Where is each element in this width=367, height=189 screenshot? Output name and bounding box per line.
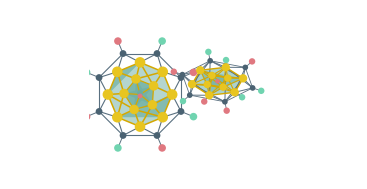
- Circle shape: [239, 74, 247, 83]
- Circle shape: [157, 112, 168, 122]
- Circle shape: [180, 98, 186, 104]
- Circle shape: [171, 69, 177, 75]
- Circle shape: [159, 37, 166, 45]
- Circle shape: [222, 99, 228, 105]
- Circle shape: [190, 69, 197, 76]
- Circle shape: [83, 69, 90, 76]
- Circle shape: [187, 92, 193, 98]
- Circle shape: [243, 65, 248, 70]
- Polygon shape: [117, 94, 172, 117]
- Circle shape: [224, 74, 232, 82]
- Circle shape: [129, 105, 139, 114]
- Polygon shape: [108, 62, 140, 94]
- Circle shape: [135, 121, 145, 132]
- Circle shape: [258, 88, 265, 94]
- Circle shape: [149, 81, 159, 91]
- Polygon shape: [124, 79, 154, 109]
- Circle shape: [103, 89, 113, 100]
- Circle shape: [249, 58, 255, 65]
- Circle shape: [222, 63, 230, 71]
- Circle shape: [208, 72, 216, 79]
- Circle shape: [83, 113, 90, 120]
- Circle shape: [250, 85, 255, 91]
- Circle shape: [201, 98, 207, 105]
- Circle shape: [112, 112, 123, 122]
- Polygon shape: [124, 79, 154, 109]
- Circle shape: [131, 74, 141, 84]
- Circle shape: [120, 132, 127, 139]
- Polygon shape: [207, 75, 228, 87]
- Circle shape: [120, 50, 127, 57]
- Circle shape: [223, 57, 229, 63]
- Polygon shape: [108, 62, 172, 127]
- Circle shape: [219, 83, 227, 91]
- Circle shape: [196, 66, 204, 74]
- Circle shape: [148, 100, 157, 109]
- Circle shape: [154, 132, 160, 139]
- Circle shape: [230, 88, 239, 96]
- Circle shape: [178, 108, 184, 115]
- Polygon shape: [192, 67, 243, 95]
- Circle shape: [119, 89, 129, 98]
- Circle shape: [154, 50, 160, 57]
- Circle shape: [135, 57, 145, 68]
- Circle shape: [112, 67, 123, 77]
- Circle shape: [179, 72, 185, 77]
- Circle shape: [157, 67, 168, 77]
- Circle shape: [96, 74, 102, 81]
- Circle shape: [96, 108, 102, 115]
- Circle shape: [178, 74, 184, 81]
- Circle shape: [224, 108, 230, 114]
- Circle shape: [114, 144, 122, 152]
- Circle shape: [203, 81, 211, 88]
- Circle shape: [207, 58, 213, 64]
- Circle shape: [137, 90, 143, 96]
- Circle shape: [188, 80, 196, 88]
- Circle shape: [205, 49, 211, 55]
- Circle shape: [205, 91, 213, 99]
- Circle shape: [138, 94, 142, 98]
- Polygon shape: [200, 70, 243, 95]
- Circle shape: [239, 94, 245, 101]
- Circle shape: [159, 144, 166, 152]
- Circle shape: [114, 37, 122, 45]
- Circle shape: [167, 89, 178, 100]
- Circle shape: [190, 113, 197, 120]
- Circle shape: [215, 79, 220, 84]
